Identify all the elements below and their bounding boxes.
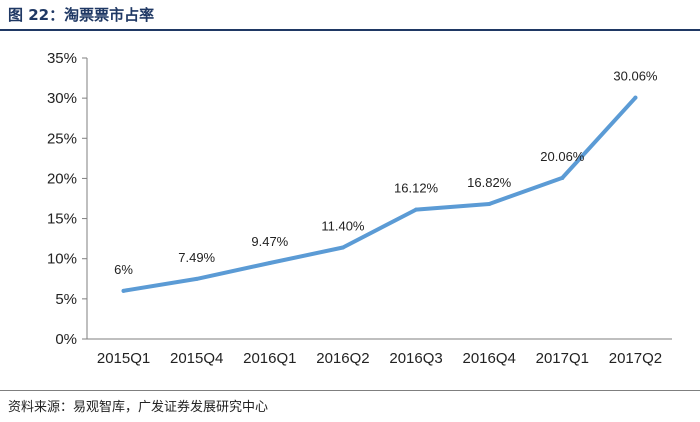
y-tick-label: 20% — [47, 170, 77, 187]
y-tick-label: 30% — [47, 90, 77, 107]
title-rule — [0, 29, 700, 31]
x-tick-label: 2016Q4 — [462, 350, 515, 367]
chart: 0% 5% 10% 15% 20% 25% 30% 35% 2015Q1 2015Q4 2016Q… — [47, 50, 672, 367]
data-label: 20.06% — [540, 149, 585, 164]
y-tick-label: 0% — [55, 331, 77, 348]
data-point — [633, 95, 638, 100]
data-point — [121, 288, 126, 293]
data-point — [487, 201, 492, 206]
y-tick-label: 35% — [47, 50, 77, 67]
x-tick-label: 2016Q2 — [316, 350, 369, 367]
data-point — [340, 245, 345, 250]
data-point — [414, 207, 419, 212]
data-label: 11.40% — [321, 218, 365, 233]
y-tick-label: 5% — [55, 291, 77, 308]
x-tick-label: 2016Q3 — [389, 350, 442, 367]
source-note: 资料来源：易观智库，广发证券发展研究中心 — [8, 400, 269, 415]
source-rule — [0, 390, 700, 391]
data-label: 6% — [114, 262, 133, 277]
data-label: 30.06% — [613, 69, 658, 84]
data-labels: 6% 7.49% 9.47% 11.40% 16.12% 16.82% 20.06% 30.0… — [114, 69, 658, 293]
y-tick-label: 10% — [47, 251, 77, 268]
series-line — [121, 95, 638, 293]
data-point — [194, 276, 199, 281]
data-label: 9.47% — [251, 234, 288, 249]
data-point — [267, 260, 272, 265]
figure-title: 图 22：淘票票市占率 — [8, 6, 155, 24]
data-label: 16.82% — [467, 175, 512, 190]
x-tick-label: 2016Q1 — [243, 350, 296, 367]
x-tick-label: 2017Q2 — [609, 350, 662, 367]
data-label: 7.49% — [178, 250, 215, 265]
y-tick-label: 15% — [47, 211, 77, 228]
data-point — [560, 175, 565, 180]
x-tick-label: 2015Q1 — [97, 350, 150, 367]
y-tick-label: 25% — [47, 130, 77, 147]
x-tick-labels: 2015Q1 2015Q4 2016Q1 2016Q2 2016Q3 2016Q4 2017… — [97, 350, 662, 367]
y-tick-labels: 0% 5% 10% 15% 20% 25% 30% 35% — [47, 50, 87, 348]
data-label: 16.12% — [394, 181, 439, 196]
x-tick-label: 2015Q4 — [170, 350, 223, 367]
x-tick-label: 2017Q1 — [536, 350, 589, 367]
